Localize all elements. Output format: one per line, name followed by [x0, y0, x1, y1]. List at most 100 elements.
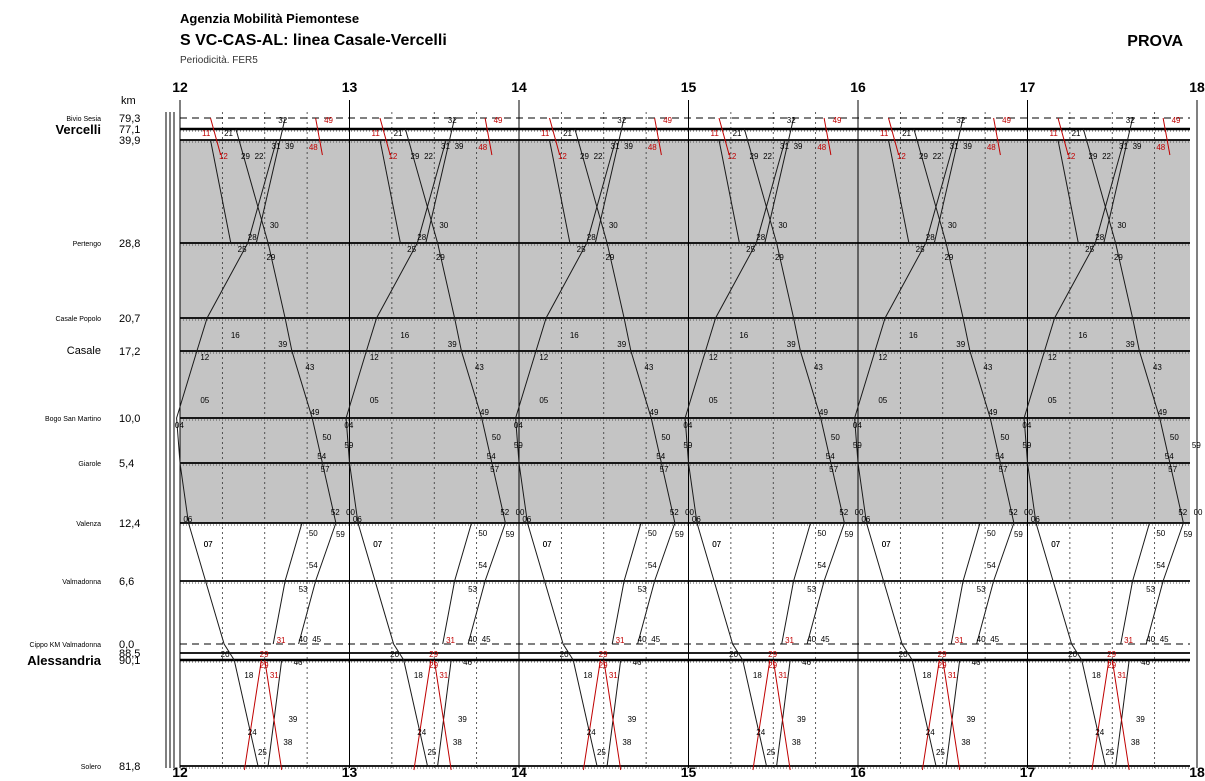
- minute-label: 05: [1048, 396, 1057, 405]
- minute-label: 28: [248, 233, 257, 242]
- station-name: Casale Popolo: [55, 316, 101, 323]
- hour-label-bottom: 14: [511, 764, 527, 780]
- minute-label: 00: [855, 508, 864, 517]
- train-path: [776, 659, 791, 767]
- station-name: Valenza: [76, 521, 101, 528]
- minute-label: 07: [543, 540, 552, 549]
- minute-label: 32: [278, 116, 287, 125]
- minute-label: 29: [266, 253, 275, 262]
- minute-label: 16: [231, 331, 240, 340]
- minute-label: 39: [787, 340, 796, 349]
- minute-label: 25: [238, 245, 247, 254]
- station-km: 88,5: [119, 648, 140, 660]
- station-km: 0,0: [119, 639, 134, 651]
- minute-label: 29: [436, 253, 445, 262]
- train-path: [606, 659, 622, 767]
- minute-label: 25: [597, 748, 606, 757]
- minute-label: 39: [627, 715, 636, 724]
- minute-label: 40: [807, 635, 816, 644]
- minute-label: 52: [839, 508, 848, 517]
- minute-label: 20: [729, 650, 738, 659]
- minute-label: 39: [956, 340, 965, 349]
- minute-label: 29: [429, 661, 438, 670]
- organization-name: Agenzia Mobilità Piemontese: [180, 11, 360, 26]
- minute-label: 31: [955, 636, 964, 645]
- minute-label: 05: [709, 396, 718, 405]
- station-name: Pertengo: [73, 241, 102, 248]
- minute-label: 29: [1107, 661, 1116, 670]
- train-path: [781, 522, 811, 645]
- minute-label: 31: [950, 142, 959, 151]
- minute-label: 12: [709, 353, 718, 362]
- minute-label: 30: [1117, 221, 1126, 230]
- minute-label: 49: [1158, 408, 1167, 417]
- minute-label: 50: [817, 529, 826, 538]
- shaded-bands: [180, 140, 1190, 523]
- minute-label: 57: [321, 465, 330, 474]
- station-km: 28,8: [119, 238, 140, 250]
- minute-label: 12: [727, 152, 736, 161]
- minute-label: 49: [650, 408, 659, 417]
- train-path: [993, 117, 1001, 156]
- minute-label: 29: [750, 152, 759, 161]
- train-path: [255, 117, 286, 244]
- minute-label: 54: [1165, 452, 1174, 461]
- minute-label: 43: [983, 363, 992, 372]
- minute-label: 52: [331, 508, 340, 517]
- train-path: [264, 659, 283, 771]
- train-path: [1035, 522, 1083, 661]
- station-km: 81,8: [119, 761, 140, 773]
- minute-label: 49: [819, 408, 828, 417]
- train-path: [243, 659, 262, 771]
- minute-label: 31: [441, 142, 450, 151]
- minute-label: 29: [241, 152, 250, 161]
- minute-label: 25: [746, 245, 755, 254]
- train-path: [176, 139, 278, 524]
- train-path: [743, 128, 845, 524]
- train-path: [752, 659, 771, 771]
- minute-label: 29: [775, 253, 784, 262]
- minute-label: 52: [670, 508, 679, 517]
- minute-label: 38: [1131, 738, 1140, 747]
- minute-label: 22: [763, 152, 772, 161]
- train-path: [527, 522, 574, 661]
- train-path: [233, 659, 259, 767]
- minute-label: 06: [1031, 515, 1040, 524]
- minute-label: 12: [558, 152, 567, 161]
- minute-label: 50: [1156, 529, 1165, 538]
- station-lines: [180, 117, 1190, 769]
- minute-label: 39: [285, 142, 294, 151]
- station-km: 10,0: [119, 413, 140, 425]
- minute-label: 12: [370, 353, 379, 362]
- minute-label: 29: [260, 661, 269, 670]
- train-path: [467, 522, 506, 645]
- minute-label: 40: [468, 635, 477, 644]
- minute-label: 24: [1095, 728, 1104, 737]
- minute-label: 49: [480, 408, 489, 417]
- minute-label: 31: [785, 636, 794, 645]
- minute-label: 49: [324, 116, 333, 125]
- minute-label: 48: [309, 143, 318, 152]
- train-path: [379, 117, 391, 156]
- train-path: [976, 522, 1015, 645]
- minute-label: 31: [277, 636, 286, 645]
- minute-label: 28: [417, 233, 426, 242]
- minute-label: 12: [539, 353, 548, 362]
- minute-label: 25: [1085, 245, 1094, 254]
- train-path: [235, 128, 337, 524]
- minute-label: 22: [1102, 152, 1111, 161]
- minute-label: 11: [541, 129, 550, 138]
- minute-label: 05: [539, 396, 548, 405]
- minute-label: 57: [999, 465, 1008, 474]
- minute-label: 53: [1146, 585, 1155, 594]
- minute-label: 00: [1194, 508, 1203, 517]
- minute-label: 38: [622, 738, 631, 747]
- station-name: Valmadonna: [62, 579, 101, 586]
- train-path: [357, 522, 405, 661]
- minute-label: 07: [882, 540, 891, 549]
- train-path: [1081, 659, 1106, 767]
- minute-label: 43: [644, 363, 653, 372]
- minute-label: 07: [204, 540, 213, 549]
- minute-label: 29: [580, 152, 589, 161]
- hour-label-top: 18: [1189, 79, 1205, 95]
